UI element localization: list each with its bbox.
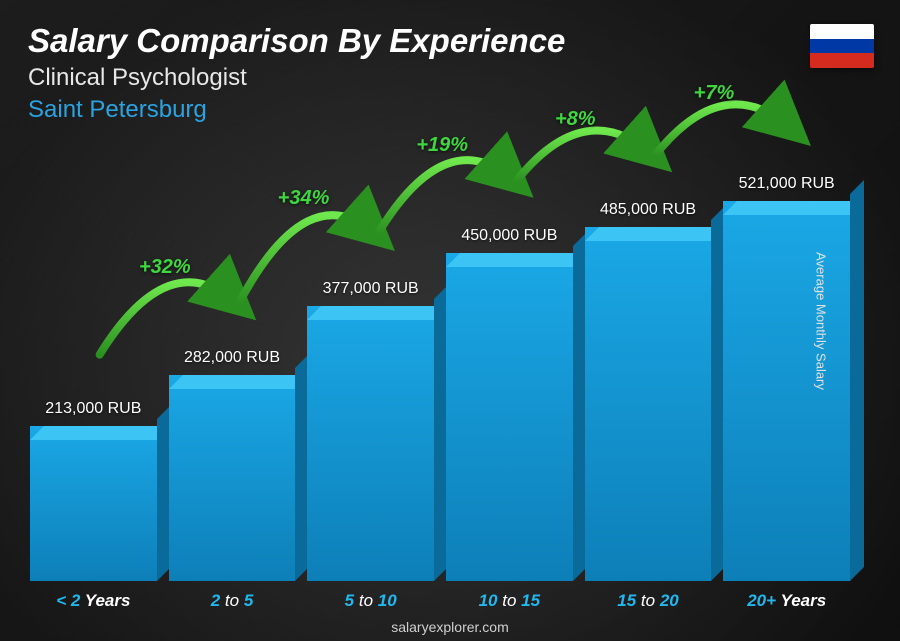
bar-top-face: [169, 375, 310, 389]
bar-top-face: [30, 426, 171, 440]
bar-group: 282,000 RUB: [169, 349, 296, 581]
bar-chart: 213,000 RUB 282,000 RUB 377,000 RUB 450,000…: [30, 160, 850, 581]
x-axis-label: 15 to 20: [585, 591, 712, 611]
bar-side-face: [850, 180, 864, 581]
bar-front-face: [723, 201, 850, 581]
x-axis-label: 10 to 15: [446, 591, 573, 611]
bar-top-face: [307, 306, 448, 320]
bar-front-face: [30, 426, 157, 581]
bar-top-face: [585, 227, 726, 241]
bar: [30, 426, 157, 581]
bar: [723, 201, 850, 581]
bar-front-face: [585, 227, 712, 581]
flag-stripe-0: [810, 24, 874, 39]
x-axis-labels: < 2 Years 2 to 5 5 to 10 10 to 15 15 to 20 20…: [30, 591, 850, 611]
bar-value-label: 485,000 RUB: [600, 201, 696, 219]
bar-group: 521,000 RUB: [723, 175, 850, 581]
bar-front-face: [307, 306, 434, 581]
x-axis-label: < 2 Years: [30, 591, 157, 611]
bar-value-label: 521,000 RUB: [739, 175, 835, 193]
bar-group: 450,000 RUB: [446, 227, 573, 581]
bar-front-face: [446, 253, 573, 581]
bar-value-label: 213,000 RUB: [45, 400, 141, 418]
bar-front-face: [169, 375, 296, 581]
bar: [585, 227, 712, 581]
bar-group: 377,000 RUB: [307, 280, 434, 581]
x-axis-label: 20+ Years: [723, 591, 850, 611]
bar-value-label: 282,000 RUB: [184, 349, 280, 367]
flag-stripe-2: [810, 53, 874, 68]
bar: [169, 375, 296, 581]
flag-stripe-1: [810, 39, 874, 54]
bar-top-face: [723, 201, 864, 215]
footer-attribution: salaryexplorer.com: [0, 619, 900, 635]
bar-value-label: 377,000 RUB: [323, 280, 419, 298]
bar-group: 213,000 RUB: [30, 400, 157, 581]
bar-value-label: 450,000 RUB: [461, 227, 557, 245]
x-axis-label: 5 to 10: [307, 591, 434, 611]
x-axis-label: 2 to 5: [169, 591, 296, 611]
chart-location: Saint Petersburg: [28, 96, 872, 124]
y-axis-label: Average Monthly Salary: [814, 252, 829, 390]
header: Salary Comparison By Experience Clinical…: [28, 22, 872, 124]
country-flag: [810, 24, 874, 68]
bar-top-face: [446, 253, 587, 267]
bar: [446, 253, 573, 581]
bar: [307, 306, 434, 581]
bar-group: 485,000 RUB: [585, 201, 712, 581]
chart-title: Salary Comparison By Experience: [28, 22, 872, 60]
chart-subtitle: Clinical Psychologist: [28, 64, 872, 92]
